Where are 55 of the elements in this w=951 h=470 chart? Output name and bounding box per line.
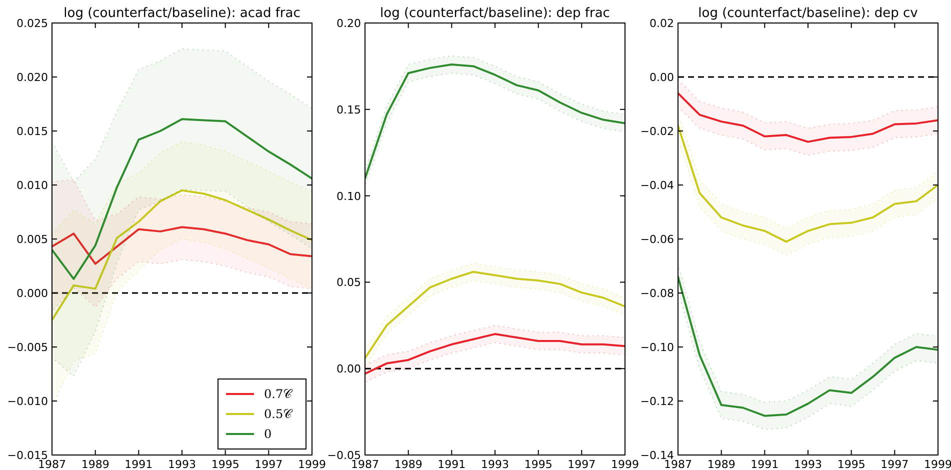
x-tick-label: 1987: [664, 458, 692, 470]
x-tick-label: 1995: [211, 458, 240, 470]
y-tick-label: 0.020: [16, 71, 48, 84]
x-tick-label: 1997: [568, 458, 596, 470]
x-tick-label: 1993: [168, 458, 196, 470]
x-tick-label: 1997: [880, 458, 909, 470]
legend-label: 0.5𝒞: [264, 407, 294, 421]
x-tick-label: 1991: [438, 458, 466, 470]
y-tick-label: −0.04: [640, 179, 674, 192]
chart-title: log (counterfact/baseline): dep cv: [698, 6, 918, 21]
x-tick-label: 1989: [394, 458, 422, 470]
line-series: [52, 226, 312, 265]
x-tick-label: 1993: [794, 458, 822, 470]
y-tick-label: 0.10: [336, 190, 361, 203]
x-tick-label: 1995: [524, 458, 552, 470]
y-tick-label: −0.10: [640, 341, 674, 354]
x-tick-label: 1999: [611, 458, 639, 470]
line-series: [678, 92, 938, 143]
legend-label: 0.7𝒞: [264, 387, 294, 401]
x-tick-label: 1999: [924, 458, 951, 470]
x-tick-label: 1989: [707, 458, 736, 470]
line-series: [678, 276, 938, 417]
x-tick-label: 1989: [81, 458, 110, 470]
y-tick-label: 0.15: [336, 103, 361, 116]
legend-label: 0: [264, 427, 272, 441]
x-tick-label: 1991: [124, 458, 153, 470]
x-tick-label: 1999: [298, 458, 326, 470]
y-tick-label: 0.010: [16, 179, 48, 192]
y-tick-label: 0.00: [650, 71, 674, 84]
y-tick-label: −0.12: [640, 395, 674, 408]
chart-title: log (counterfact/baseline): dep frac: [380, 6, 610, 21]
y-tick-label: 0.005: [16, 233, 48, 246]
line-series: [52, 118, 312, 280]
x-tick-label: 1993: [481, 458, 509, 470]
line-series: [365, 270, 625, 360]
x-tick-label: 1987: [351, 458, 379, 470]
y-tick-label: −0.005: [7, 341, 48, 354]
line-series: [678, 124, 938, 243]
chart-title: log (counterfact/baseline): acad frac: [64, 6, 300, 21]
y-tick-label: −0.02: [640, 125, 674, 138]
y-tick-label: 0.015: [16, 125, 48, 138]
y-tick-label: 0.025: [16, 17, 48, 30]
line-series: [365, 333, 625, 375]
y-tick-label: 0.05: [336, 276, 361, 290]
y-tick-label: −0.06: [640, 233, 674, 246]
x-tick-label: 1997: [254, 458, 283, 470]
y-tick-label: −0.08: [640, 287, 674, 300]
x-tick-label: 1991: [750, 458, 779, 470]
y-tick-label: 0.02: [650, 17, 674, 30]
y-tick-label: −0.010: [7, 395, 48, 408]
y-tick-label: 0.00: [336, 362, 361, 376]
y-tick-label: 0.000: [16, 287, 48, 300]
x-tick-label: 1987: [38, 458, 66, 470]
y-tick-label: 0.20: [336, 17, 361, 30]
x-tick-label: 1995: [837, 458, 866, 470]
